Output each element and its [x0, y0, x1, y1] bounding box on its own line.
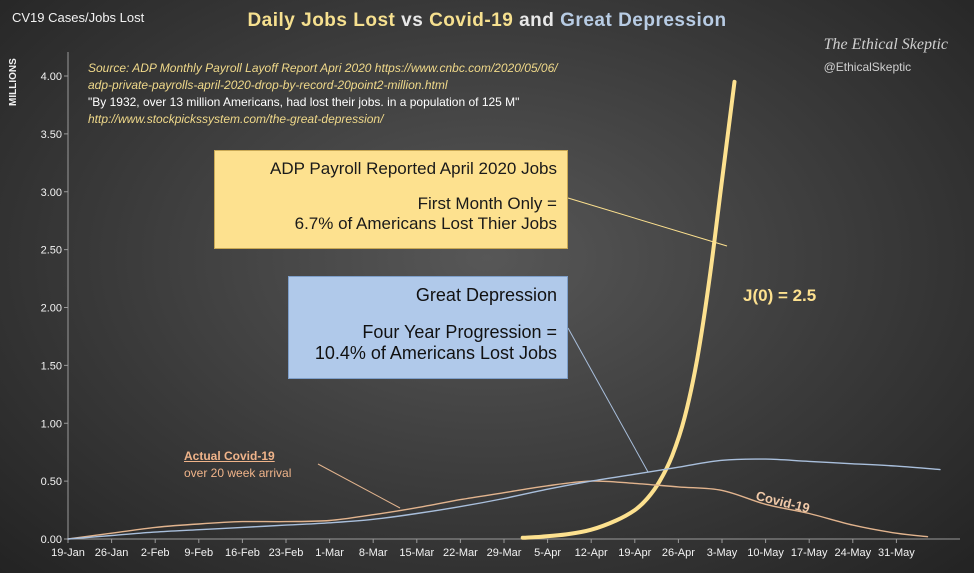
- covid-series-line: [67, 480, 929, 540]
- actual-covid-title: Actual Covid-19: [184, 449, 275, 463]
- title-covid: Covid-19: [429, 10, 514, 31]
- y-tick-label: 3.00: [41, 187, 62, 199]
- x-tick-label: 17-May: [791, 547, 828, 559]
- adp-callout-title: ADP Payroll Reported April 2020 Jobs: [270, 159, 557, 178]
- x-tick-label: 22-Mar: [443, 547, 478, 559]
- x-tick-label: 8-Mar: [359, 547, 388, 559]
- title-jobs: Daily Jobs Lost: [247, 10, 396, 31]
- x-tick-label: 10-May: [747, 547, 784, 559]
- y-tick-label: 2.00: [41, 303, 62, 315]
- adp-callout-line: 6.7% of Americans Lost Thier Jobs: [294, 214, 557, 233]
- x-tick-label: 5-Apr: [534, 547, 561, 559]
- y-tick-label: 1.50: [41, 360, 62, 372]
- source-line: adp-private-payrolls-april-2020-drop-by-…: [88, 78, 448, 92]
- x-tick-label: 12-Apr: [575, 547, 608, 559]
- depression-callout-line: Four Year Progression =: [362, 322, 557, 342]
- depression-leader-line: [567, 327, 649, 473]
- source-line: http://www.stockpickssystem.com/the-grea…: [88, 112, 384, 126]
- x-tick-label: 19-Jan: [51, 547, 85, 559]
- actual-covid-sub: over 20 week arrival: [184, 466, 292, 480]
- x-tick-label: 29-Mar: [487, 547, 522, 559]
- depression-callout-title: Great Depression: [415, 285, 557, 305]
- depression-callout: Great Depression Four Year Progression =…: [288, 276, 568, 379]
- jobs-series-line: [520, 79, 737, 540]
- y-tick-label: 4.00: [41, 71, 62, 83]
- depression-series-line: [67, 458, 941, 540]
- source-line: Source: ADP Monthly Payroll Layoff Repor…: [88, 61, 558, 75]
- actual-covid-note: Actual Covid-19 over 20 week arrival: [184, 448, 291, 482]
- title-and: and: [519, 10, 555, 31]
- x-tick-label: 15-Mar: [399, 547, 434, 559]
- title-depression: Great Depression: [560, 10, 727, 31]
- brand-handle: @EthicalSkeptic: [823, 60, 912, 74]
- y-tick-label: 0.50: [41, 476, 62, 488]
- title-vs: vs: [401, 10, 424, 31]
- x-tick-label: 1-Mar: [315, 547, 344, 559]
- covid-leader-line: [317, 463, 401, 509]
- adp-callout-line: First Month Only =: [417, 194, 557, 213]
- jobs-series-label: J(0) = 2.5: [743, 286, 817, 305]
- y-tick-label: 0.00: [41, 534, 62, 546]
- x-tick-label: 26-Apr: [662, 547, 695, 559]
- x-tick-label: 31-May: [878, 547, 915, 559]
- branding: The Ethical Skeptic @EthicalSkeptic: [824, 36, 948, 74]
- x-tick-label: 24-May: [834, 547, 871, 559]
- x-tick-label: 3-May: [707, 547, 738, 559]
- adp-leader-line: [567, 197, 728, 247]
- x-tick-label: 16-Feb: [225, 547, 260, 559]
- x-tick-label: 19-Apr: [618, 547, 651, 559]
- adp-callout: ADP Payroll Reported April 2020 Jobs Fir…: [214, 150, 568, 249]
- corner-label: CV19 Cases/Jobs Lost: [12, 10, 145, 25]
- x-tick-label: 26-Jan: [95, 547, 129, 559]
- brand-name: The Ethical Skeptic: [823, 36, 948, 53]
- depression-callout-line: 10.4% of Americans Lost Jobs: [314, 343, 557, 363]
- y-tick-label: 1.00: [41, 418, 62, 430]
- y-tick-label: 3.50: [41, 129, 62, 141]
- y-tick-label: 2.50: [41, 245, 62, 257]
- source-note: Source: ADP Monthly Payroll Layoff Repor…: [88, 60, 558, 128]
- source-line: "By 1932, over 13 million Americans, had…: [88, 95, 520, 109]
- x-tick-label: 9-Feb: [184, 547, 213, 559]
- x-tick-label: 2-Feb: [141, 547, 170, 559]
- x-tick-label: 23-Feb: [269, 547, 304, 559]
- chart-title: Daily Jobs Lost vs Covid-19 and Great De…: [0, 10, 974, 32]
